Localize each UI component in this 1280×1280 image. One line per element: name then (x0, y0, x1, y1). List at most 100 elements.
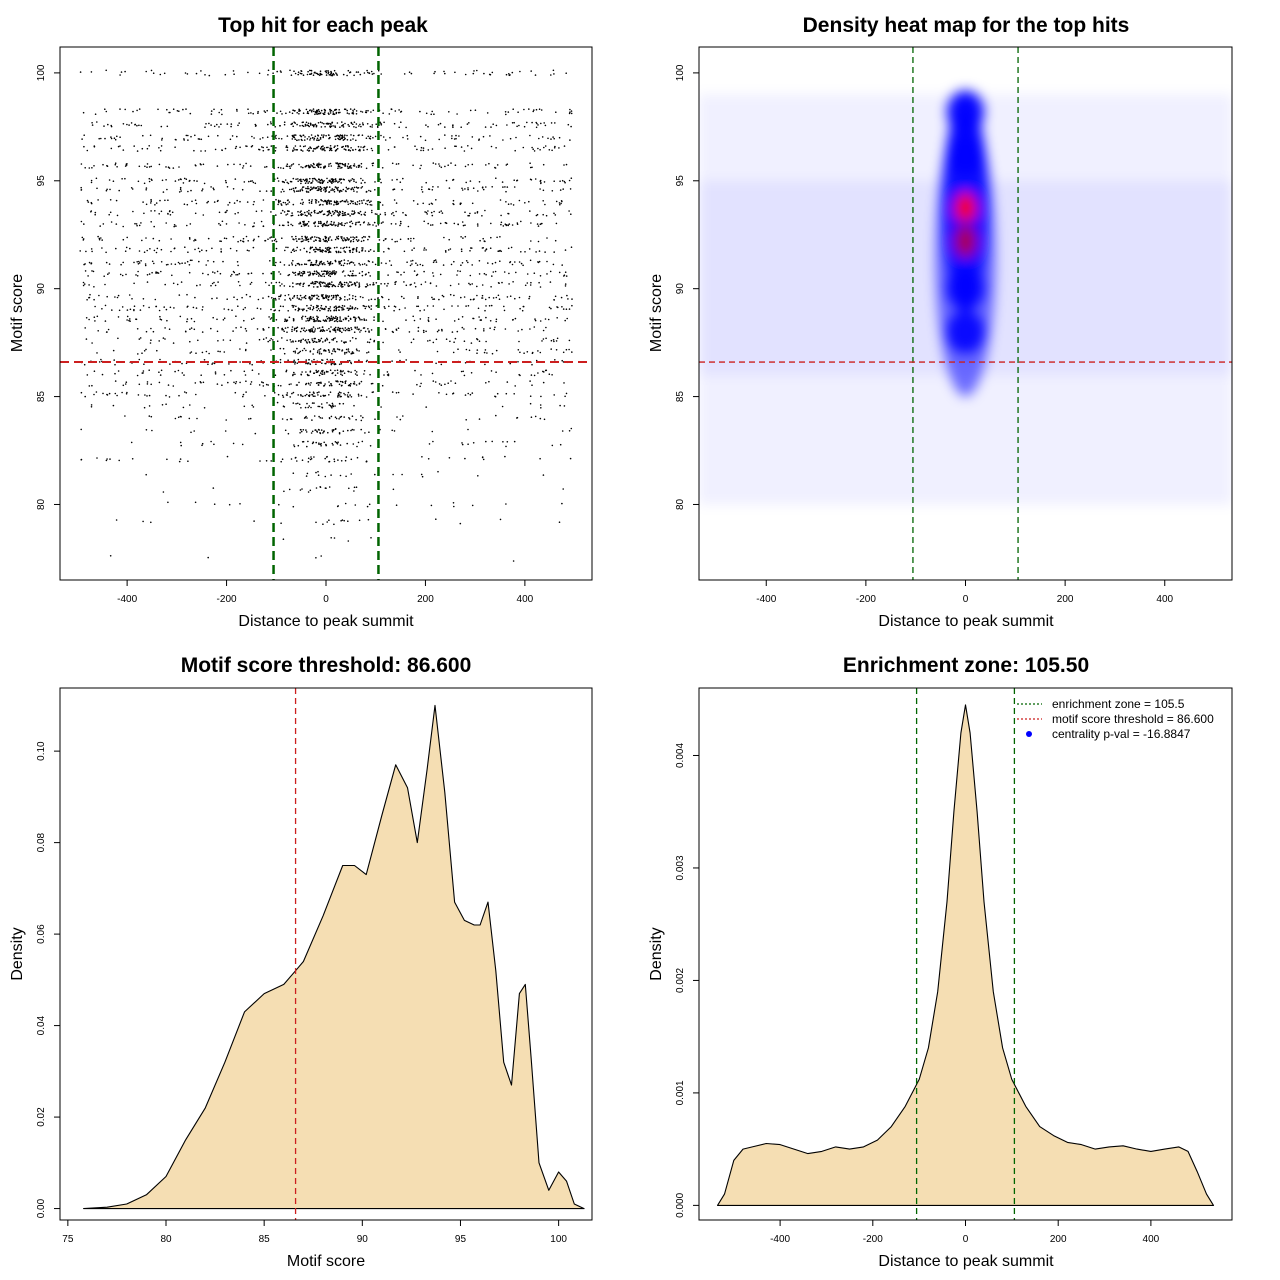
scatter-point (467, 145, 469, 147)
scatter-point (519, 351, 521, 354)
scatter-point (337, 285, 340, 288)
scatter-point (316, 248, 319, 251)
scatter-point (331, 407, 333, 409)
scatter-point (310, 202, 313, 204)
scatter-point (337, 202, 340, 205)
scatter-point (462, 370, 465, 373)
scatter-point (308, 150, 310, 152)
scatter-point (347, 429, 349, 432)
scatter-point (349, 270, 352, 273)
scatter-point (294, 373, 296, 376)
scatter-point (332, 111, 335, 113)
scatter-point (335, 236, 338, 238)
scatter-point (485, 340, 487, 343)
scatter-point (552, 263, 555, 266)
scatter-point (138, 250, 141, 252)
scatter-point (342, 247, 345, 250)
scatter-point (346, 109, 349, 112)
scatter-point (382, 112, 384, 114)
scatter-point (107, 273, 109, 276)
scatter-point (323, 350, 325, 352)
scatter-point (350, 236, 352, 239)
scatter-point (274, 150, 277, 152)
scatter-point (472, 442, 475, 444)
scatter-point (361, 111, 364, 113)
scatter-point (483, 240, 486, 242)
scatter-point (421, 186, 423, 188)
scatter-point (293, 121, 296, 123)
scatter-point (362, 416, 364, 419)
scatter-point (453, 294, 455, 297)
scatter-point (364, 250, 367, 252)
y-tick-label: 100 (36, 64, 47, 81)
scatter-point (430, 211, 433, 214)
scatter-point (141, 352, 143, 355)
scatter-point (345, 456, 348, 458)
scatter-point (294, 187, 297, 189)
scatter-point (362, 221, 365, 224)
scatter-point (456, 113, 458, 115)
scatter-point (307, 406, 310, 409)
scatter-point (347, 391, 350, 394)
scatter-point (431, 430, 434, 433)
scatter-point (350, 458, 353, 461)
scatter-point (294, 264, 297, 267)
scatter-point (415, 274, 418, 277)
scatter-point (396, 416, 398, 418)
scatter-point (330, 415, 333, 418)
scatter-point (329, 236, 331, 238)
scatter-point (251, 404, 253, 407)
scatter-point (330, 239, 333, 241)
scatter-point (193, 430, 195, 432)
scatter-point (316, 146, 319, 149)
scatter-point (432, 162, 435, 164)
scatter-point (222, 260, 224, 263)
scatter-point (257, 235, 260, 238)
scatter-point (343, 372, 346, 375)
scatter-point (568, 210, 570, 212)
scatter-point (136, 374, 139, 377)
scatter-point (80, 458, 83, 461)
scatter-point (179, 458, 182, 460)
scatter-point (421, 456, 423, 458)
scatter-point (269, 237, 271, 239)
scatter-point (163, 72, 166, 75)
scatter-point (362, 179, 364, 182)
x-tick-label: 85 (259, 1234, 271, 1245)
scatter-point (459, 270, 462, 273)
scatter-point (343, 262, 346, 265)
scatter-point (203, 359, 206, 361)
scatter-point (161, 179, 164, 182)
scatter-point (323, 213, 326, 215)
scatter-point (323, 320, 326, 322)
scatter-point (483, 330, 485, 332)
scatter-point (89, 293, 91, 296)
scatter-point (409, 264, 412, 267)
scatter-point (359, 264, 362, 266)
scatter-point (105, 189, 108, 192)
scatter-point (313, 320, 315, 323)
scatter-point (138, 108, 141, 110)
scatter-point (328, 394, 330, 396)
scatter-point (299, 72, 302, 75)
scatter-point (170, 238, 172, 240)
scatter-point (310, 211, 313, 214)
scatter-point (386, 285, 388, 287)
scatter-point (348, 294, 351, 296)
scatter-point (433, 113, 435, 115)
scatter-point (441, 294, 444, 297)
scatter-point (294, 457, 297, 459)
scatter-point (354, 320, 357, 322)
scatter-point (291, 212, 293, 214)
scatter-point (305, 383, 307, 386)
scatter-point (470, 342, 473, 344)
scatter-point (296, 111, 299, 114)
scatter-point (302, 125, 305, 128)
scatter-point (301, 124, 304, 127)
scatter-point (570, 110, 573, 112)
scatter-point (149, 248, 151, 250)
scatter-point (375, 282, 378, 284)
scatter-point (542, 213, 544, 216)
scatter-point (298, 139, 300, 141)
scatter-point (321, 179, 324, 182)
